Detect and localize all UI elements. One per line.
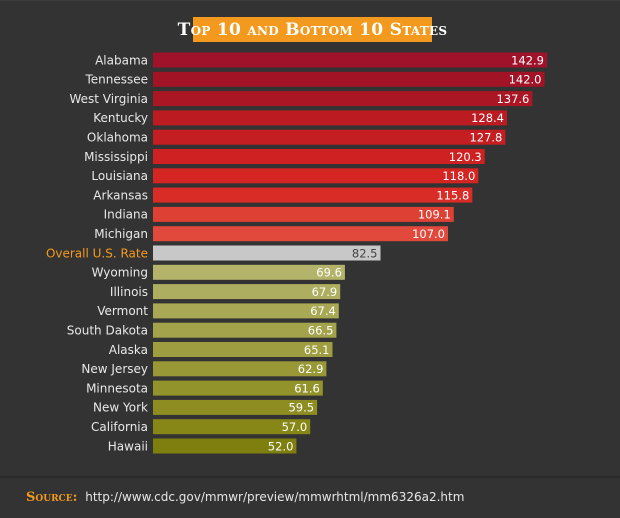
bar-west-virginia bbox=[153, 91, 533, 107]
value-label-wyoming: 69.6 bbox=[316, 266, 342, 280]
bar-minnesota bbox=[153, 380, 323, 396]
value-label-hawaii: 52.0 bbox=[268, 439, 294, 453]
category-label-california: California bbox=[91, 420, 148, 434]
value-label-vermont: 67.4 bbox=[310, 304, 336, 318]
bar-tennessee bbox=[153, 71, 545, 87]
category-label-tennessee: Tennessee bbox=[84, 73, 148, 87]
divider bbox=[0, 476, 620, 478]
value-label-michigan: 107.0 bbox=[412, 227, 445, 241]
category-label-overall-u-s-rate: Overall U.S. Rate bbox=[46, 246, 148, 260]
category-label-minnesota: Minnesota bbox=[86, 381, 148, 395]
value-label-minnesota: 61.6 bbox=[294, 381, 320, 395]
bar-illinois bbox=[153, 284, 341, 300]
category-label-wyoming: Wyoming bbox=[92, 266, 148, 280]
category-label-kentucky: Kentucky bbox=[93, 111, 148, 125]
bar-overall-u-s-rate bbox=[153, 245, 381, 261]
value-label-alabama: 142.9 bbox=[511, 53, 544, 67]
category-label-illinois: Illinois bbox=[110, 285, 148, 299]
bar-mississippi bbox=[153, 149, 485, 164]
category-label-vermont: Vermont bbox=[97, 304, 148, 318]
bar-oklahoma bbox=[153, 129, 506, 145]
source-label: Source: bbox=[26, 490, 78, 505]
category-label-alabama: Alabama bbox=[95, 53, 148, 67]
bar-new-jersey bbox=[153, 361, 327, 377]
value-label-tennessee: 142.0 bbox=[509, 73, 542, 87]
value-label-kentucky: 128.4 bbox=[471, 111, 504, 125]
bar-hawaii bbox=[153, 438, 297, 454]
category-label-alaska: Alaska bbox=[109, 343, 148, 357]
category-label-arkansas: Arkansas bbox=[93, 188, 148, 202]
bar-arkansas bbox=[153, 187, 473, 203]
bar-new-york bbox=[153, 399, 318, 415]
value-label-west-virginia: 137.6 bbox=[496, 92, 529, 106]
value-label-california: 57.0 bbox=[282, 420, 308, 434]
bar-michigan bbox=[153, 226, 448, 242]
source-line: Source: http://www.cdc.gov/mmwr/preview/… bbox=[26, 490, 464, 505]
value-label-new-jersey: 62.9 bbox=[298, 362, 324, 376]
bar-california bbox=[153, 419, 311, 435]
category-label-indiana: Indiana bbox=[104, 208, 148, 222]
value-label-oklahoma: 127.8 bbox=[469, 131, 502, 145]
frame-top-edge bbox=[0, 0, 620, 1]
category-label-new-jersey: New Jersey bbox=[81, 362, 148, 376]
category-label-south-dakota: South Dakota bbox=[67, 324, 148, 338]
bar-kentucky bbox=[153, 110, 507, 126]
value-label-illinois: 67.9 bbox=[312, 285, 338, 299]
bar-indiana bbox=[153, 206, 454, 222]
category-label-oklahoma: Oklahoma bbox=[87, 131, 148, 145]
category-label-west-virginia: West Virginia bbox=[69, 92, 148, 106]
category-label-michigan: Michigan bbox=[94, 227, 148, 241]
bar-vermont bbox=[153, 303, 339, 319]
category-label-louisiana: Louisiana bbox=[91, 169, 148, 183]
value-label-mississippi: 120.3 bbox=[449, 150, 482, 164]
bar-louisiana bbox=[153, 168, 479, 184]
category-label-hawaii: Hawaii bbox=[108, 439, 148, 453]
bar-alabama bbox=[153, 52, 547, 68]
chart-title: Top 10 and Bottom 10 States bbox=[178, 17, 447, 42]
value-label-alaska: 65.1 bbox=[304, 343, 330, 357]
bar-wyoming bbox=[153, 264, 345, 280]
value-label-south-dakota: 66.5 bbox=[308, 324, 334, 338]
value-label-indiana: 109.1 bbox=[418, 208, 451, 222]
value-label-new-york: 59.5 bbox=[288, 401, 314, 415]
bar-alaska bbox=[153, 342, 333, 357]
value-label-arkansas: 115.8 bbox=[436, 188, 469, 202]
category-label-mississippi: Mississippi bbox=[84, 150, 148, 164]
bar-south-dakota bbox=[153, 322, 337, 338]
category-label-new-york: New York bbox=[93, 401, 148, 415]
value-label-overall-u-s-rate: 82.5 bbox=[352, 246, 378, 260]
source-url[interactable]: http://www.cdc.gov/mmwr/preview/mmwrhtml… bbox=[85, 490, 465, 504]
value-label-louisiana: 118.0 bbox=[442, 169, 475, 183]
